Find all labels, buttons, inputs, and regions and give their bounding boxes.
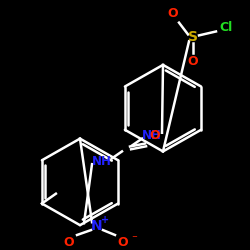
Text: O: O — [118, 236, 128, 249]
Text: S: S — [188, 30, 198, 44]
Text: O: O — [150, 129, 160, 142]
Text: NH: NH — [142, 129, 162, 142]
Text: +: + — [101, 215, 109, 225]
Text: ⁻: ⁻ — [131, 234, 137, 244]
Text: O: O — [168, 7, 178, 20]
Text: O: O — [64, 236, 74, 249]
Text: O: O — [188, 56, 198, 68]
Text: Cl: Cl — [220, 21, 232, 34]
Text: N: N — [91, 219, 103, 233]
Text: NH: NH — [92, 155, 112, 168]
